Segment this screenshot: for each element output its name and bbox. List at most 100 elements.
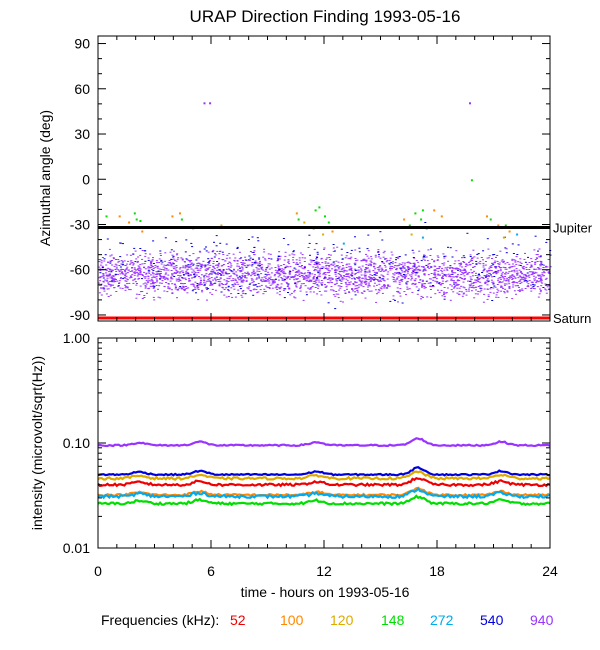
data-point: [442, 275, 445, 277]
data-point: [392, 261, 394, 263]
data-point: [282, 264, 285, 265]
data-point: [382, 252, 385, 254]
data-point: [127, 269, 130, 271]
data-point: [510, 266, 513, 268]
data-point: [538, 268, 541, 270]
data-point: [514, 260, 517, 262]
data-point: [164, 278, 167, 280]
data-point: [152, 263, 155, 264]
data-point: [433, 260, 436, 262]
data-point: [296, 275, 299, 277]
data-point: [528, 274, 531, 276]
data-point: [486, 284, 489, 286]
data-point: [290, 276, 293, 278]
data-point: [100, 283, 103, 285]
data-point: [192, 265, 195, 267]
data-point: [321, 282, 324, 284]
data-point: [141, 263, 144, 265]
data-point: [471, 260, 473, 261]
data-point: [240, 257, 243, 259]
data-point: [294, 282, 297, 284]
data-point: [184, 279, 187, 281]
x-axis-label: time - hours on 1993-05-16: [241, 584, 410, 600]
data-point: [107, 267, 110, 269]
data-point: [218, 283, 221, 285]
data-point: [252, 281, 255, 283]
data-point: [463, 275, 466, 277]
data-point: [434, 269, 437, 271]
data-point: [288, 288, 291, 290]
data-point: [106, 277, 109, 279]
data-point: [524, 252, 526, 254]
data-point: [274, 267, 277, 268]
data-point: [301, 275, 304, 277]
data-point: [441, 278, 444, 280]
data-point: [449, 247, 452, 249]
data-point: [155, 278, 158, 280]
data-point: [417, 290, 420, 292]
data-point: [510, 277, 513, 278]
data-point: [124, 284, 126, 286]
data-point: [241, 273, 244, 275]
data-point: [364, 267, 367, 268]
data-point: [375, 284, 378, 286]
data-point: [537, 296, 540, 298]
data-point: [209, 292, 212, 294]
data-point: [117, 259, 120, 260]
data-point: [260, 280, 263, 282]
data-point: [499, 267, 502, 268]
data-point: [128, 282, 131, 284]
data-point: [158, 262, 161, 263]
data-point: [403, 262, 406, 264]
data-point: [245, 266, 248, 268]
data-point: [525, 266, 528, 268]
data-point: [517, 277, 520, 279]
data-point: [108, 271, 110, 273]
data-point: [276, 283, 279, 285]
data-point: [159, 255, 162, 256]
data-point: [390, 262, 393, 264]
data-point: [341, 277, 344, 279]
data-point: [370, 278, 373, 279]
data-point: [275, 285, 278, 287]
data-point: [276, 272, 279, 274]
data-point: [194, 288, 197, 290]
data-point: [156, 265, 159, 267]
data-point: [182, 285, 185, 287]
data-point: [309, 291, 312, 293]
data-point: [98, 292, 101, 294]
data-point: [511, 243, 514, 245]
data-point: [120, 260, 123, 262]
data-point: [118, 280, 121, 282]
data-point: [338, 276, 341, 278]
data-point: [391, 268, 393, 270]
data-point: [190, 262, 193, 264]
data-point: [117, 273, 119, 275]
data-point: [296, 263, 299, 265]
data-point: [377, 289, 380, 291]
data-point: [422, 258, 425, 260]
data-point: [243, 275, 246, 277]
data-point: [401, 278, 404, 280]
data-point: [321, 284, 323, 286]
data-point: [367, 284, 370, 286]
data-point: [458, 290, 461, 292]
data-point: [312, 277, 315, 278]
data-point: [208, 260, 211, 262]
data-point: [443, 255, 446, 257]
data-point: [380, 280, 383, 282]
data-point: [312, 278, 315, 280]
data-point: [105, 280, 108, 282]
data-point: [218, 269, 220, 271]
data-point: [225, 273, 228, 275]
data-point: [129, 254, 132, 256]
data-point: [278, 268, 281, 270]
x-tick-label: 24: [542, 563, 558, 579]
data-point: [421, 280, 424, 282]
data-point: [155, 275, 158, 277]
data-point: [348, 291, 350, 293]
data-point: [348, 277, 351, 279]
data-point: [174, 285, 177, 287]
data-point: [180, 287, 183, 289]
data-point: [463, 279, 466, 280]
